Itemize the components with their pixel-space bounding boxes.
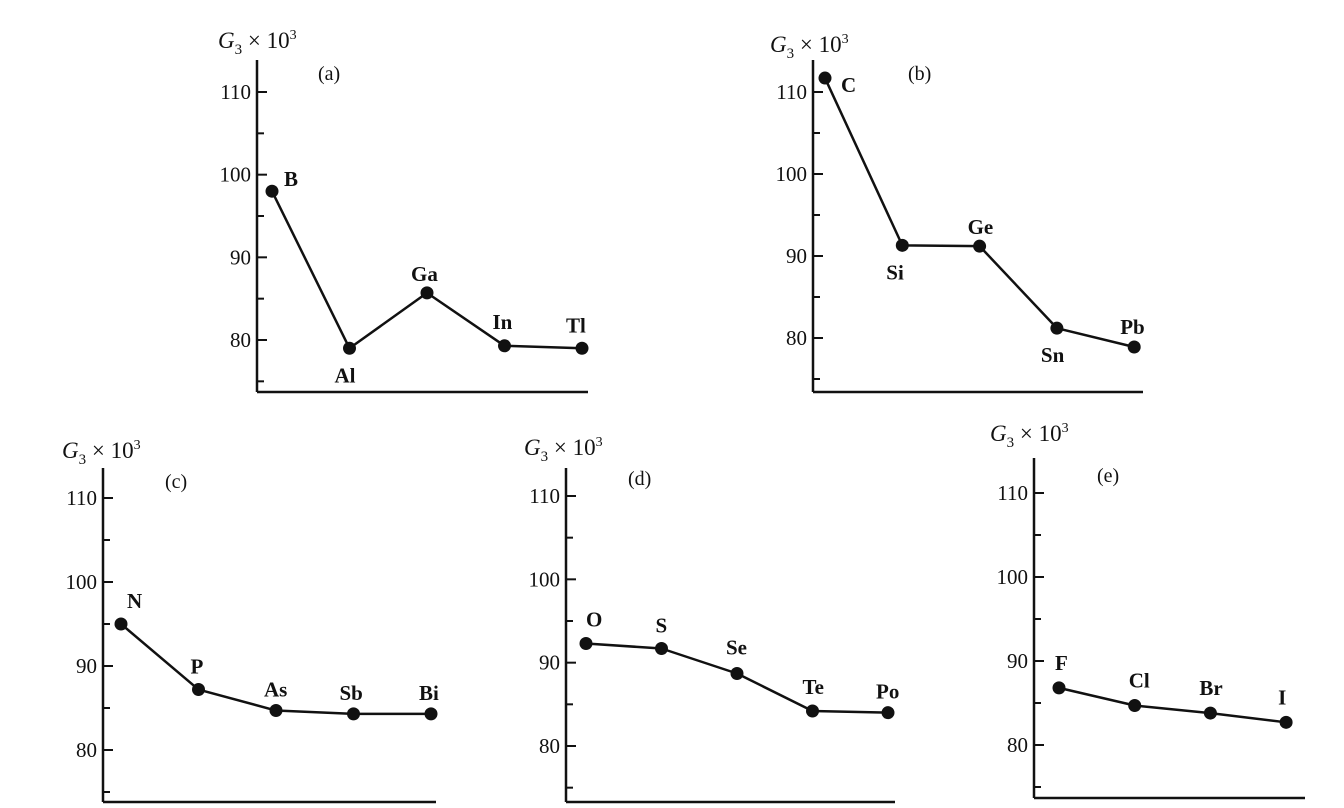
point-label: Cl <box>1129 669 1150 693</box>
series-line <box>1058 686 1287 724</box>
chart-panel: 80 90 100 110 G3 × 103 (d) O S Se Te Po <box>524 435 899 804</box>
data-point <box>1052 681 1066 695</box>
series-line <box>823 77 1135 349</box>
y-tick-label: 90 <box>786 244 807 268</box>
point-label: Ga <box>411 262 438 286</box>
y-axis-title: G3 × 103 <box>218 28 297 58</box>
point-label: Se <box>726 636 747 660</box>
y-tick-label: 90 <box>539 651 560 675</box>
y-tick-label: 90 <box>230 245 251 269</box>
y-tick-label: 80 <box>539 734 560 758</box>
data-point <box>192 683 205 697</box>
data-point <box>973 239 987 253</box>
y-tick-label: 100 <box>529 567 561 591</box>
data-point <box>895 238 909 252</box>
data-point <box>420 286 434 300</box>
y-tick-label: 80 <box>76 738 97 762</box>
data-point <box>1128 699 1142 713</box>
y-tick-label: 100 <box>220 163 252 187</box>
point-label: Br <box>1199 676 1222 700</box>
point-label: N <box>127 589 142 613</box>
panel-label: (e) <box>1097 465 1119 487</box>
chart-panel: 80 90 100 110 G3 × 103 (e) F Cl Br I <box>990 421 1305 800</box>
point-label: O <box>586 608 602 632</box>
point-label: Bi <box>419 681 439 705</box>
point-label: F <box>1055 651 1068 675</box>
y-tick-label: 110 <box>66 486 97 510</box>
y-axis-title: G3 × 103 <box>62 438 141 468</box>
data-point <box>347 707 360 721</box>
data-point <box>818 71 832 85</box>
y-tick-label: 100 <box>66 570 98 594</box>
point-label: B <box>284 167 298 191</box>
data-point <box>730 667 744 680</box>
panel-label: (c) <box>165 471 187 493</box>
data-point <box>579 637 593 650</box>
data-point <box>806 704 819 718</box>
data-point <box>655 642 668 655</box>
panel-label: (b) <box>908 63 931 85</box>
data-point <box>265 184 279 198</box>
data-point <box>1050 321 1064 335</box>
data-point <box>881 706 895 720</box>
y-axis-title: G3 × 103 <box>770 32 849 62</box>
point-label: In <box>493 310 513 334</box>
panel-label: (d) <box>628 468 651 490</box>
chart-panel: 80 90 100 110 G3 × 103 (b) C Si Ge Sn Pb <box>770 32 1145 394</box>
point-label: Po <box>876 680 899 704</box>
data-point <box>498 339 511 353</box>
point-label: S <box>656 614 668 638</box>
point-label: Sb <box>340 681 363 705</box>
y-tick-label: 100 <box>776 162 808 186</box>
y-tick-label: 90 <box>76 654 97 678</box>
point-label: P <box>191 655 204 679</box>
data-point <box>343 341 356 355</box>
y-axis-title: G3 × 103 <box>990 421 1069 451</box>
point-label: Sn <box>1041 343 1065 367</box>
y-tick-label: 80 <box>1007 733 1028 757</box>
data-point <box>1279 715 1293 729</box>
chart-panel: 80 90 100 110 G3 × 103 (a) B Al Ga In Tl <box>218 28 589 394</box>
y-tick-label: 110 <box>529 484 560 508</box>
data-point <box>1127 340 1141 354</box>
data-point <box>575 341 589 355</box>
data-point <box>114 617 128 631</box>
data-point <box>1203 706 1217 720</box>
panel-label: (a) <box>318 63 340 85</box>
point-label: C <box>841 73 856 97</box>
point-label: Al <box>335 363 356 387</box>
y-tick-label: 90 <box>1007 649 1028 673</box>
y-tick-label: 100 <box>997 565 1029 589</box>
point-label: Tl <box>566 313 586 337</box>
point-label: Te <box>803 675 824 699</box>
y-tick-label: 80 <box>786 326 807 350</box>
y-axis-title: G3 × 103 <box>524 435 603 465</box>
point-label: Si <box>886 260 904 284</box>
y-tick-label: 80 <box>230 328 251 352</box>
y-tick-label: 110 <box>220 80 251 104</box>
point-label: I <box>1278 685 1286 709</box>
data-point <box>424 707 438 721</box>
y-tick-label: 110 <box>997 481 1028 505</box>
y-tick-label: 110 <box>776 80 807 104</box>
chart-panel: 80 90 100 110 G3 × 103 (c) N P As Sb Bi <box>62 438 439 804</box>
point-label: Ge <box>968 215 994 239</box>
data-point <box>269 704 283 718</box>
point-label: Pb <box>1120 315 1145 339</box>
point-label: As <box>264 678 287 702</box>
